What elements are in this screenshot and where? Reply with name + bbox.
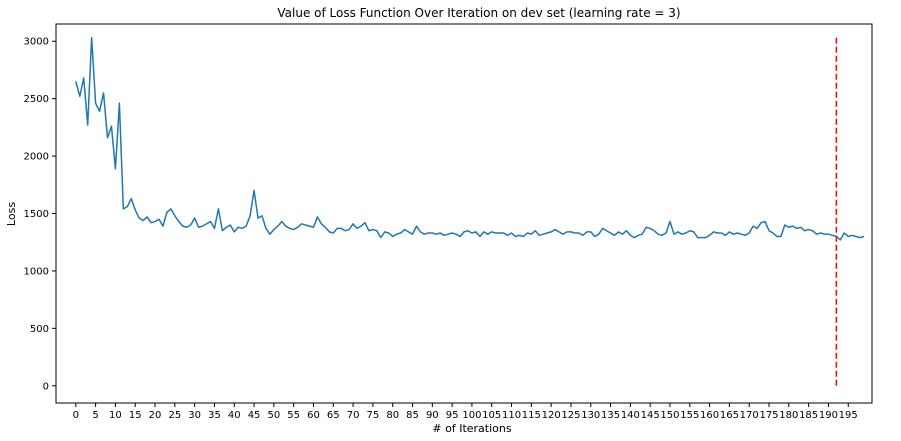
x-tick-label: 40 bbox=[228, 410, 241, 421]
y-tick-label: 0 bbox=[43, 381, 49, 392]
x-tick-label: 115 bbox=[522, 410, 541, 421]
x-tick-label: 130 bbox=[581, 410, 600, 421]
x-tick-label: 20 bbox=[149, 410, 162, 421]
y-tick-label: 1000 bbox=[24, 266, 49, 277]
x-tick-label: 145 bbox=[641, 410, 660, 421]
x-tick-label: 155 bbox=[680, 410, 699, 421]
x-tick-label: 10 bbox=[109, 410, 122, 421]
x-tick-label: 170 bbox=[740, 410, 759, 421]
plot-frame bbox=[55, 23, 873, 404]
loss-line-series bbox=[75, 37, 865, 241]
y-tick-label: 3000 bbox=[24, 37, 49, 48]
x-tick-label: 150 bbox=[660, 410, 679, 421]
x-tick-label: 140 bbox=[621, 410, 640, 421]
x-tick-label: 55 bbox=[287, 410, 300, 421]
x-tick-label: 195 bbox=[839, 410, 858, 421]
x-tick-label: 100 bbox=[462, 410, 481, 421]
x-tick-label: 65 bbox=[327, 410, 340, 421]
x-tick-label: 50 bbox=[267, 410, 280, 421]
x-tick-label: 95 bbox=[446, 410, 459, 421]
x-tick-label: 165 bbox=[720, 410, 739, 421]
y-tick-label: 2000 bbox=[24, 152, 49, 163]
chart-title: Value of Loss Function Over Iteration on… bbox=[277, 6, 680, 20]
x-tick-label: 125 bbox=[561, 410, 580, 421]
x-tick-label: 90 bbox=[426, 410, 439, 421]
y-tick-label: 2500 bbox=[24, 94, 49, 105]
x-tick-label: 180 bbox=[779, 410, 798, 421]
x-tick-label: 120 bbox=[542, 410, 561, 421]
x-tick-label: 175 bbox=[759, 410, 778, 421]
x-tick-label: 105 bbox=[482, 410, 501, 421]
x-tick-label: 85 bbox=[406, 410, 419, 421]
y-tick-label: 500 bbox=[30, 324, 49, 335]
x-tick-label: 5 bbox=[92, 410, 98, 421]
y-axis-label: Loss bbox=[5, 202, 18, 226]
x-tick-label: 45 bbox=[248, 410, 261, 421]
x-tick-label: 70 bbox=[347, 410, 360, 421]
x-tick-label: 160 bbox=[700, 410, 719, 421]
x-tick-label: 60 bbox=[307, 410, 320, 421]
x-tick-label: 185 bbox=[799, 410, 818, 421]
x-tick-label: 0 bbox=[73, 410, 79, 421]
x-tick-label: 25 bbox=[168, 410, 181, 421]
x-tick-label: 75 bbox=[367, 410, 380, 421]
x-tick-label: 110 bbox=[502, 410, 521, 421]
x-tick-label: 30 bbox=[188, 410, 201, 421]
x-tick-label: 35 bbox=[208, 410, 221, 421]
x-axis-label: # of Iterations bbox=[432, 422, 511, 435]
x-tick-label: 80 bbox=[386, 410, 399, 421]
x-tick-label: 190 bbox=[819, 410, 838, 421]
x-tick-label: 15 bbox=[129, 410, 142, 421]
x-tick-label: 135 bbox=[601, 410, 620, 421]
y-tick-label: 1500 bbox=[24, 209, 49, 220]
